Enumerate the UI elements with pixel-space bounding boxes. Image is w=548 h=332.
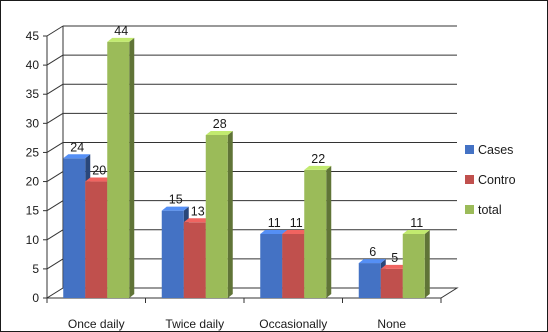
bar-top <box>63 154 91 159</box>
data-label: 22 <box>311 152 325 166</box>
bar <box>107 41 130 298</box>
data-label: 28 <box>213 117 227 131</box>
data-label: 11 <box>268 216 281 230</box>
x-tick-label: Occasionally <box>259 317 327 331</box>
bar <box>63 158 86 298</box>
bar-side <box>424 229 430 298</box>
data-label: 13 <box>191 204 205 218</box>
chart-walls <box>45 26 459 299</box>
y-tick-label: 5 <box>32 262 39 276</box>
legend-swatch <box>465 205 474 214</box>
gridline-side <box>46 229 64 241</box>
bar <box>161 210 184 298</box>
bars <box>63 37 430 298</box>
y-tick-label: 20 <box>26 175 40 189</box>
y-tick-label: 0 <box>32 291 39 305</box>
data-labels: 24 20 44 15 13 28 11 11 22 6 5 11 <box>70 24 423 265</box>
legend-label: Cases <box>478 143 513 157</box>
bar <box>85 181 108 298</box>
bar <box>260 233 283 298</box>
y-tick-label: 40 <box>26 58 40 72</box>
y-tick-label: 30 <box>26 116 40 130</box>
gridline-side <box>46 258 64 270</box>
legend: Cases Contro total <box>465 143 516 217</box>
gridline-side <box>46 83 64 95</box>
bar-top <box>358 259 386 264</box>
gridline-side <box>46 112 64 124</box>
x-axis: Once daily Twice daily Occasionally None <box>46 298 442 331</box>
legend-swatch <box>465 175 474 184</box>
bar <box>282 233 305 298</box>
bar-side <box>129 37 135 298</box>
legend-label: Contro <box>478 173 516 187</box>
y-tick-label: 45 <box>26 29 40 43</box>
y-tick-label: 15 <box>26 204 40 218</box>
bar-top <box>161 206 189 211</box>
bar-top <box>205 130 233 135</box>
data-label: 15 <box>169 193 183 207</box>
y-tick-label: 10 <box>26 233 40 247</box>
x-tick-label: Once daily <box>68 317 125 331</box>
data-label: 11 <box>410 216 423 230</box>
bar <box>358 263 381 298</box>
y-tick-label: 25 <box>26 145 40 159</box>
bar <box>380 268 403 298</box>
bar-top <box>85 177 113 182</box>
bar <box>205 134 228 298</box>
gridline-side <box>46 54 64 66</box>
bar-top <box>260 229 288 234</box>
x-tick-label: Twice daily <box>165 317 224 331</box>
bar <box>304 169 327 298</box>
bar-top <box>107 37 135 42</box>
data-label: 44 <box>114 24 128 38</box>
bar <box>183 222 206 298</box>
x-tick-label: None <box>377 317 406 331</box>
bar <box>402 233 425 298</box>
gridline-side <box>46 142 64 153</box>
gridline-side <box>46 25 64 37</box>
data-label: 11 <box>290 216 303 230</box>
bar-top <box>183 218 211 223</box>
legend-label: total <box>478 203 502 217</box>
bar-top <box>282 229 310 234</box>
data-label: 5 <box>391 251 398 265</box>
legend-swatch <box>465 145 474 154</box>
y-tick-label: 35 <box>26 87 40 101</box>
data-label: 20 <box>92 164 106 178</box>
bar-top <box>380 264 408 269</box>
gridline-side <box>46 171 64 182</box>
bar-top <box>304 165 332 170</box>
data-label: 24 <box>70 140 84 154</box>
bar-side <box>326 165 332 298</box>
y-axis: 0 5 10 15 20 25 30 35 40 45 <box>26 29 47 305</box>
bar-side <box>227 130 233 298</box>
gridline-side <box>46 200 64 212</box>
data-label: 6 <box>369 245 376 259</box>
bar-top <box>402 229 430 234</box>
